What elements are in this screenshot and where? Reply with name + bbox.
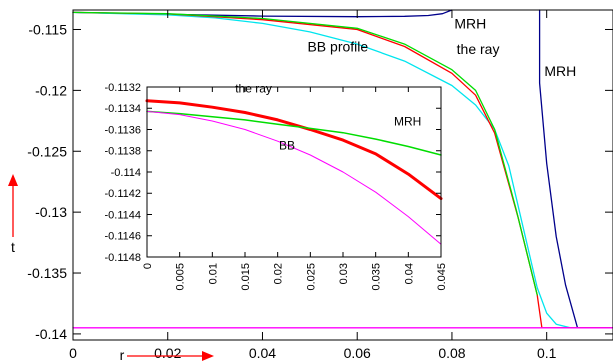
main-annotation-label: the ray <box>457 41 500 57</box>
inset-x-tick-label: 0.03 <box>338 263 350 284</box>
inset-annotation-label: BB <box>279 139 295 153</box>
main-x-tick-label: 0.06 <box>344 345 371 361</box>
main-plot-frame <box>72 9 613 341</box>
inset-annotation-layer: the ray MRH BB <box>235 81 421 152</box>
inset-series-layer <box>145 99 443 245</box>
main-series-line-4 <box>72 11 538 296</box>
inset-y-tick-label: -0.1136 <box>105 124 142 136</box>
inset-plot: 0 0.005 0.01 0.015 0.02 0.025 0.03 0.035 0.04 0.0… <box>105 81 449 290</box>
inset-y-tick-label: -0.1146 <box>105 231 142 243</box>
main-x-tick-label: 0.1 <box>537 345 557 361</box>
inset-annotation-label: the ray <box>235 81 272 95</box>
inset-x-tick-label: 0.015 <box>240 263 252 291</box>
inset-y-tick-label: -0.1142 <box>105 188 142 200</box>
main-annotation-label: MRH <box>544 63 576 79</box>
inset-tick-layer: 0 0.005 0.01 0.015 0.02 0.025 0.03 0.035 0.04 0.0… <box>105 82 449 291</box>
inset-series-line-2 <box>146 110 442 245</box>
main-x-tick-label: 0.02 <box>154 345 181 361</box>
inset-x-tick-label: 0.045 <box>436 263 448 291</box>
main-series-layer <box>72 9 613 329</box>
inset-y-tick-label: -0.1134 <box>105 103 142 115</box>
main-series-line-3 <box>72 11 613 329</box>
inset-x-tick-label: 0.005 <box>175 263 187 291</box>
main-y-tick-label: -0.14 <box>35 326 67 342</box>
inset-series-line-0 <box>145 99 443 201</box>
main-y-tick-label: -0.13 <box>35 204 67 220</box>
inset-plot-background <box>147 87 441 257</box>
main-tick-layer: 0 0.02 0.04 0.06 0.08 0.1 -0.115 -0.12 -0.125 -0.… <box>27 10 613 361</box>
main-x-tick-label: 0 <box>69 345 77 361</box>
y-axis-label: t <box>11 239 15 255</box>
inset-y-tick-label: -0.1148 <box>105 252 142 264</box>
main-x-tick-label: 0.04 <box>249 345 276 361</box>
main-series-line-2 <box>72 11 613 329</box>
main-y-tick-label: -0.12 <box>35 82 67 98</box>
inset-y-tick-label: -0.114 <box>111 167 141 179</box>
x-axis-arrow <box>127 351 214 361</box>
main-annotation-label: MRH <box>454 15 486 31</box>
inset-x-tick-label: 0.04 <box>403 263 415 284</box>
inset-x-tick-label: 0 <box>142 263 154 269</box>
main-plot: 0 0.02 0.04 0.06 0.08 0.1 -0.115 -0.12 -0.125 -0.… <box>8 9 613 363</box>
inset-y-tick-label: -0.1132 <box>105 82 142 94</box>
inset-x-tick-label: 0.035 <box>371 263 383 291</box>
inset-y-tick-label: -0.1144 <box>105 209 142 221</box>
main-y-tick-label: -0.115 <box>28 22 67 38</box>
main-x-tick-label: 0.08 <box>438 345 465 361</box>
inset-annotation-label: MRH <box>394 114 421 128</box>
inset-y-tick-label: -0.1138 <box>105 146 142 158</box>
main-annotation-layer: MRH BB profile the ray MRH <box>307 15 576 78</box>
x-axis-label: r <box>120 347 125 363</box>
y-axis-arrow <box>8 174 18 237</box>
inset-x-tick-label: 0.025 <box>305 263 317 291</box>
inset-series-line-1 <box>146 110 442 156</box>
main-y-tick-label: -0.125 <box>27 143 67 159</box>
inset-x-tick-label: 0.02 <box>273 263 285 284</box>
main-annotation-label: BB profile <box>307 38 368 54</box>
main-y-tick-label: -0.135 <box>27 265 67 281</box>
inset-x-tick-label: 0.01 <box>207 263 219 284</box>
